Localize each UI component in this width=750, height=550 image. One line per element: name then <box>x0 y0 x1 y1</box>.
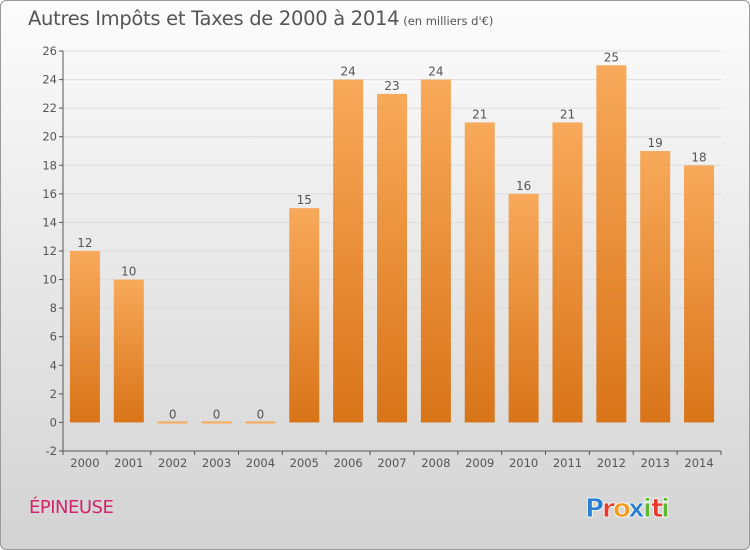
bar <box>552 122 583 423</box>
logo-letter: i <box>661 494 670 524</box>
y-tick-label: 18 <box>42 158 57 172</box>
data-label: 10 <box>121 265 136 279</box>
x-tick-label: 2006 <box>333 456 362 470</box>
x-tick-label: 2004 <box>246 456 275 470</box>
y-tick-label: 6 <box>50 330 57 344</box>
x-tick-label: 2005 <box>290 456 319 470</box>
y-tick-label: 26 <box>42 44 57 58</box>
chart-subtitle: (en milliers d'€) <box>403 14 494 28</box>
data-label: 12 <box>77 236 92 250</box>
data-label: 23 <box>384 79 399 93</box>
data-label: 0 <box>257 407 265 421</box>
x-tick-label: 2012 <box>597 456 626 470</box>
data-label: 0 <box>213 407 221 421</box>
bar <box>596 65 627 423</box>
logo-letter: P <box>585 494 604 524</box>
y-tick-label: 4 <box>50 358 57 372</box>
x-tick-label: 2003 <box>202 456 231 470</box>
logo-letter: t <box>651 494 663 524</box>
data-label: 15 <box>297 193 312 207</box>
bar <box>245 421 276 424</box>
bar <box>640 151 671 423</box>
commune-name: ÉPINEUSE <box>29 497 114 518</box>
x-tick-label: 2007 <box>377 456 406 470</box>
x-tick-label: 2000 <box>70 456 99 470</box>
x-tick-label: 2011 <box>553 456 582 470</box>
bar <box>420 79 451 423</box>
x-tick-label: 2001 <box>114 456 143 470</box>
y-tick-label: 20 <box>42 130 57 144</box>
data-label: 24 <box>428 65 443 79</box>
x-tick-label: 2014 <box>684 456 713 470</box>
logo-letter: r <box>602 494 615 524</box>
y-tick-label: 10 <box>42 273 57 287</box>
bar <box>113 279 144 423</box>
x-tick-label: 2002 <box>158 456 187 470</box>
chart-title: Autres Impôts et Taxes de 2000 à 2014 <box>28 7 400 30</box>
data-label: 25 <box>604 50 619 64</box>
logo-letter: x <box>628 494 645 524</box>
y-tick-label: 14 <box>42 215 57 229</box>
data-label: 21 <box>472 107 487 121</box>
y-tick-label: 0 <box>50 415 57 429</box>
data-label: 21 <box>560 107 575 121</box>
data-label: 16 <box>516 179 531 193</box>
bar <box>684 165 715 423</box>
x-tick-label: 2013 <box>641 456 670 470</box>
x-tick-label: 2008 <box>421 456 450 470</box>
bar <box>377 93 407 423</box>
y-tick-label: 8 <box>50 301 57 315</box>
y-tick-label: 22 <box>42 101 57 115</box>
bars: 12 10 0 0 0 15 24 23 24 21 16 21 25 19 18 <box>69 50 715 424</box>
bar <box>157 421 188 424</box>
data-label: 18 <box>691 150 706 164</box>
logo-letter: i <box>643 494 652 524</box>
bar <box>69 251 100 423</box>
bar <box>289 208 320 423</box>
y-tick-label: 16 <box>42 187 57 201</box>
y-tick-label: 24 <box>42 73 57 87</box>
bar <box>508 193 539 423</box>
data-label: 0 <box>169 407 177 421</box>
y-tick-label: 12 <box>42 244 57 258</box>
y-tick-label: 2 <box>50 387 57 401</box>
bar <box>333 79 364 423</box>
chart-title-block: Autres Impôts et Taxes de 2000 à 2014 (en… <box>28 7 493 30</box>
x-tick-label: 2010 <box>509 456 538 470</box>
bar <box>464 122 495 423</box>
logo-letter: o <box>613 494 631 524</box>
y-tick-label: -2 <box>46 444 57 458</box>
data-label: 24 <box>340 65 355 79</box>
bar <box>201 421 232 424</box>
x-tick-label: 2009 <box>465 456 494 470</box>
data-label: 19 <box>648 136 663 150</box>
